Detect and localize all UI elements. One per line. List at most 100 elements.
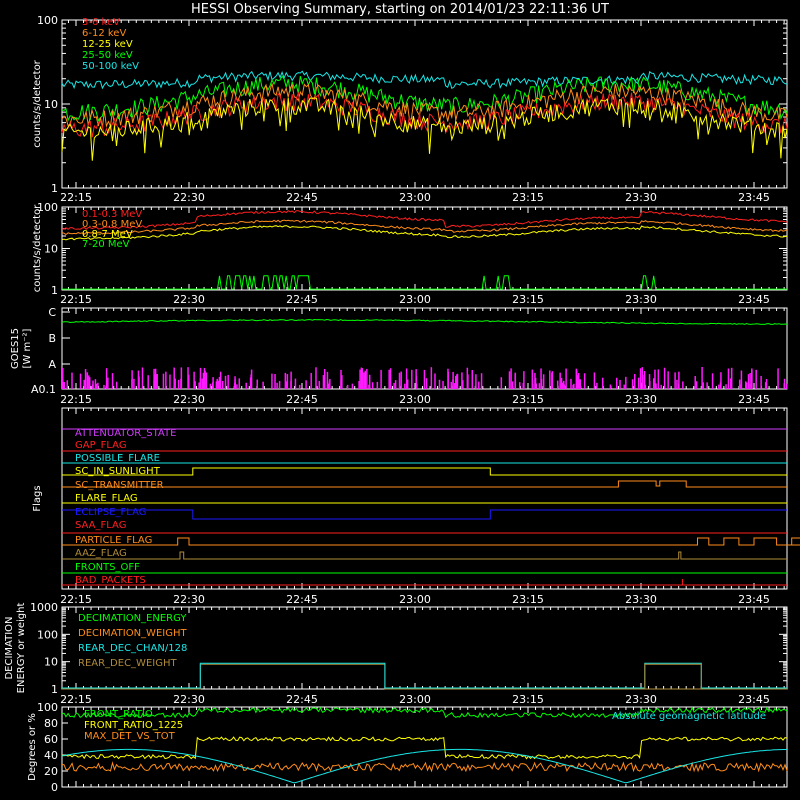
highE-xtick-label: 23:45	[738, 293, 770, 306]
highE-legend-label: 0.8-7 MeV	[82, 229, 133, 240]
goes-long-line	[61, 318, 788, 325]
flag-label: GAP_FLAG	[75, 440, 127, 451]
flag-label: ECLIPSE_FLAG	[75, 507, 146, 518]
flag-line	[62, 537, 800, 546]
decim-legend-label: DECIMATION_WEIGHT	[78, 628, 187, 639]
goes-xtick-label: 22:30	[173, 393, 205, 406]
decim-xtick-label: 23:15	[512, 693, 544, 706]
highE-legend-label: 0.3-0.8 MeV	[82, 219, 142, 230]
misc-frontratio-line	[61, 706, 788, 719]
misc-ylabel: Degrees or %	[27, 713, 38, 781]
flag-line	[62, 480, 787, 488]
decim-xtick-label: 22:30	[173, 693, 205, 706]
highE-legend-label: 0.1-0.3 MeV	[82, 209, 142, 220]
flags-xtick-label: 22:30	[173, 593, 205, 606]
lowE-xtick-label: 22:15	[60, 191, 92, 204]
decim-xtick-label: 23:30	[625, 693, 657, 706]
highE-series-line	[62, 275, 787, 290]
goes-xtick-label: 23:45	[738, 393, 770, 406]
flags-xtick-label: 23:00	[399, 593, 431, 606]
decim-ytick-label: 100	[37, 628, 58, 641]
goes-xtick-label: 23:00	[399, 393, 431, 406]
lowE-ylabel: counts/s/detector	[32, 59, 43, 147]
misc-legend-label: MAX_DET_VS_TOT	[84, 731, 176, 742]
lowE-ytick-label: 1	[51, 182, 58, 195]
goes-xtick-label: 23:15	[512, 393, 544, 406]
misc-legend-right: Absolute geomagnetic latitude	[612, 711, 766, 722]
flag-label: SC_TRANSMITTER	[75, 480, 164, 491]
flags-ylabel: Flags	[32, 485, 43, 511]
goes-ylabel: [W m⁻²]	[22, 328, 33, 368]
highE-legend-label: 7-20 MeV	[82, 239, 130, 250]
flag-label: FRONTS_OFF	[75, 562, 140, 573]
highE-xtick-label: 23:15	[512, 293, 544, 306]
flag-label: AAZ_FLAG	[75, 548, 127, 559]
goes-xtick-label: 22:15	[60, 393, 92, 406]
decim-ytick-label: 1	[51, 683, 58, 696]
goes-xtick-label: 22:45	[286, 393, 318, 406]
flag-label: ATTENUATOR_STATE	[75, 428, 176, 439]
lowE-series-line	[61, 97, 788, 161]
highE-series-line	[61, 225, 788, 241]
flag-label: POSSIBLE_FLARE	[75, 453, 160, 464]
misc-ytick-label: 20	[44, 765, 58, 778]
highE-ytick-label: 10	[44, 243, 58, 256]
flags-xtick-label: 23:15	[512, 593, 544, 606]
decim-ytick-label: 10	[44, 656, 58, 669]
lowE-xtick-label: 22:30	[173, 191, 205, 204]
decim-xtick-label: 23:45	[738, 693, 770, 706]
highE-xtick-label: 23:30	[625, 293, 657, 306]
flag-line	[62, 509, 787, 520]
decim-weight-line	[62, 663, 787, 690]
highE-series-group	[61, 210, 788, 290]
goes-ytick-label: C	[48, 306, 56, 319]
decim-legend-label: REAR_DEC_CHAN/128	[78, 643, 187, 654]
misc-legend-label: FRONT_RATIO	[84, 709, 153, 720]
misc-frame	[61, 706, 788, 788]
misc-geolat-line	[61, 748, 788, 784]
highE-xtick-label: 22:15	[60, 293, 92, 306]
lowE-xtick-label: 23:00	[399, 191, 431, 204]
highE-ylabel: counts/s/detector	[32, 204, 43, 292]
lowE-series-group	[61, 70, 788, 161]
highE-xtick-label: 23:00	[399, 293, 431, 306]
lowE-legend-label: 6-12 keV	[82, 28, 126, 39]
lowE-xtick-label: 22:45	[286, 191, 318, 204]
lowE-legend-label: 3-6 keV	[82, 17, 120, 28]
highE-xtick-label: 22:30	[173, 293, 205, 306]
goes-ytick-label: A	[48, 358, 56, 371]
misc-ytick-label: 60	[44, 733, 58, 746]
goes-ytick-label: A0.1	[31, 383, 56, 396]
flags-xtick-label: 22:15	[60, 593, 92, 606]
lowE-ytick-label: 100	[37, 14, 58, 27]
chart-title: HESSI Observing Summary, starting on 201…	[191, 2, 609, 17]
decim-weight-line	[644, 663, 702, 689]
flag-line	[62, 551, 787, 560]
goes-ylabel: GOES15	[10, 328, 21, 369]
goes-ytick-label: B	[48, 332, 56, 345]
flags-xtick-label: 22:45	[286, 593, 318, 606]
misc-legend-label: FRONT_RATIO_1225	[84, 720, 183, 731]
decim-legend-label: DECIMATION_ENERGY	[78, 613, 187, 624]
flags-xtick-label: 23:45	[738, 593, 770, 606]
misc-front1225-line	[61, 736, 788, 760]
panels: 22:15 22:30 22:45 23:00 23:15 23:30 23:4511010…	[4, 14, 800, 794]
decim-ytick-label: 1000	[30, 601, 58, 614]
highE-series-line	[61, 210, 788, 230]
highE-xtick-label: 22:45	[286, 293, 318, 306]
lowE-ytick-label: 10	[44, 98, 58, 111]
lowE-xtick-label: 23:15	[512, 191, 544, 204]
lowE-series-line	[61, 91, 788, 138]
lowE-legend-label: 25-50 keV	[82, 50, 133, 61]
decim-xtick-label: 22:15	[60, 693, 92, 706]
goes-xtick-label: 23:30	[625, 393, 657, 406]
misc-ytick-label: 40	[44, 749, 58, 762]
lowE-xtick-label: 23:30	[625, 191, 657, 204]
flag-label: PARTICLE_FLAG	[75, 535, 152, 546]
lowE-legend-label: 12-25 keV	[82, 39, 133, 50]
misc-ytick-label: 100	[37, 701, 58, 714]
decim-ylabel: DECIMATION	[4, 616, 15, 679]
lowE-series-line	[61, 75, 788, 122]
decim-legend-label: REAR_DEC_WEIGHT	[78, 658, 177, 669]
flags-frame	[61, 407, 788, 590]
